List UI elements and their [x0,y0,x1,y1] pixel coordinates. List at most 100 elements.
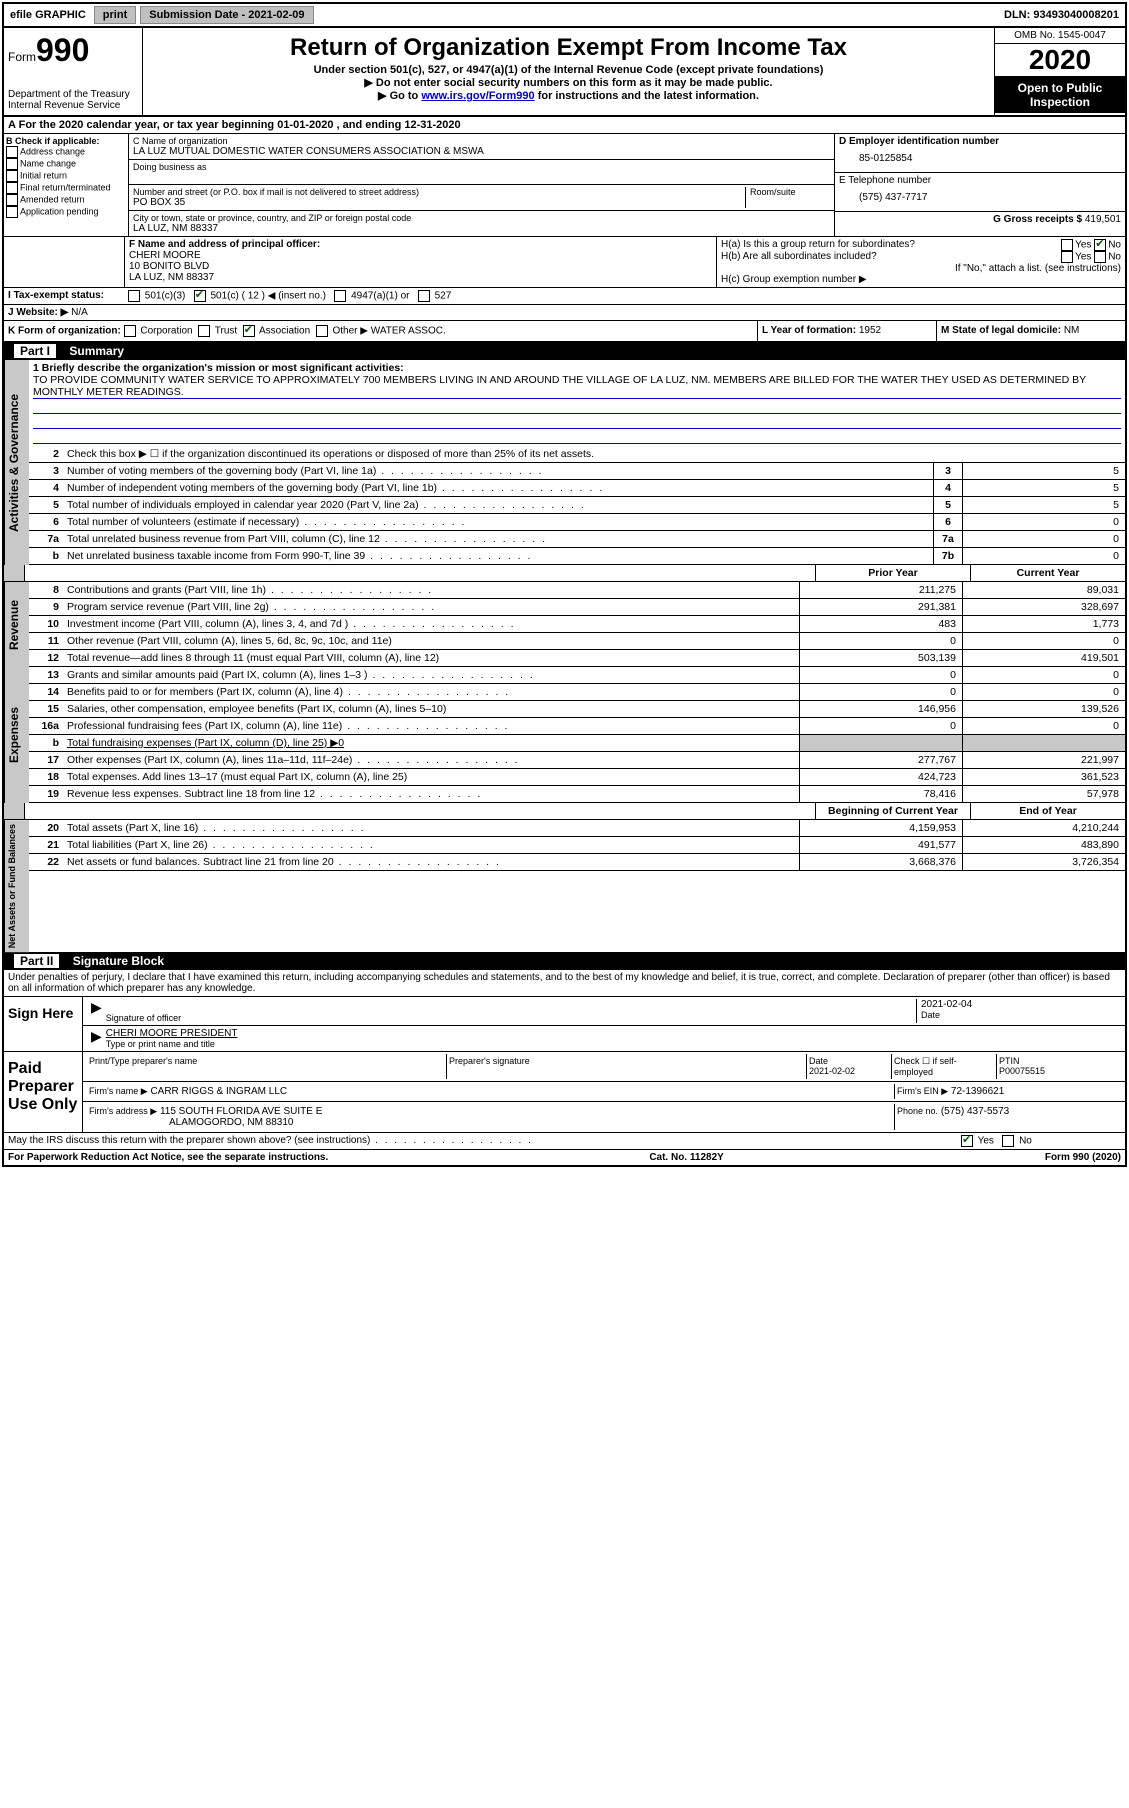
org-name-cell: C Name of organization LA LUZ MUTUAL DOM… [129,134,834,160]
note-link: ▶ Go to www.irs.gov/Form990 for instruct… [147,89,990,102]
section-netassets: Net Assets or Fund Balances 20Total asse… [4,820,1125,952]
discuss-answer: Yes No [961,1135,1121,1147]
ein-cell: D Employer identification number 85-0125… [835,134,1125,173]
checkbox-icon[interactable] [6,194,18,206]
ein-value: 85-0125854 [839,147,1121,170]
addr-label: Number and street (or P.O. box if mail i… [133,187,745,197]
checkbox-icon[interactable] [128,290,140,302]
declaration: Under penalties of perjury, I declare th… [4,970,1125,997]
checkbox-checked-icon[interactable] [1094,239,1106,251]
form-no: Form 990 (2020) [1045,1152,1121,1163]
checkbox-icon[interactable] [6,158,18,170]
checkbox-icon[interactable] [1061,251,1073,263]
street-addr: Number and street (or P.O. box if mail i… [133,187,745,208]
netassets-body: 20Total assets (Part X, line 16)4,159,95… [29,820,1125,952]
submission-date: Submission Date - 2021-02-09 [140,6,313,24]
checkbox-icon[interactable] [6,182,18,194]
gross-label: G Gross receipts $ [993,214,1082,225]
gross-value: 419,501 [1085,214,1121,225]
col-prior: Prior Year [815,565,970,581]
note-ssn: ▶ Do not enter social security numbers o… [147,76,990,89]
firm-name: Firm's name ▶ CARR RIGGS & INGRAM LLC [87,1084,894,1099]
paid-label: Paid Preparer Use Only [4,1052,83,1132]
arrow-icon: ▶ [87,1028,106,1049]
page-footer: For Paperwork Reduction Act Notice, see … [4,1150,1125,1165]
checkbox-icon[interactable] [316,325,328,337]
pra-notice: For Paperwork Reduction Act Notice, see … [8,1152,328,1163]
blank-desc [59,803,815,819]
checkbox-icon[interactable] [334,290,346,302]
checkbox-icon[interactable] [198,325,210,337]
line-17: 17Other expenses (Part IX, column (A), l… [29,752,1125,769]
block-de: D Employer identification number 85-0125… [834,134,1125,236]
part2-header: Part II Signature Block [4,952,1125,970]
mission-blank [33,399,1121,414]
website-row: J Website: ▶ N/A [4,305,1125,321]
shaded-cell [962,735,1125,751]
checkbox-icon[interactable] [6,170,18,182]
line-15: 15Salaries, other compensation, employee… [29,701,1125,718]
line-21: 21Total liabilities (Part X, line 26)491… [29,837,1125,854]
sign-here-block: Sign Here ▶ Signature of officer 2021-02… [4,997,1125,1052]
city-cell: City or town, state or province, country… [129,211,834,236]
block-m: M State of legal domicile: NM [936,321,1125,341]
cb-final: Final return/terminated [6,182,126,194]
checkbox-icon[interactable] [6,206,18,218]
line-4: 4 Number of independent voting members o… [29,480,1125,497]
ein-label: D Employer identification number [839,136,1121,147]
checkbox-icon[interactable] [418,290,430,302]
checkbox-checked-icon[interactable] [961,1135,973,1147]
website-value: N/A [71,307,88,318]
cb-amended: Amended return [6,194,126,206]
line-20: 20Total assets (Part X, line 16)4,159,95… [29,820,1125,837]
h-c: H(c) Group exemption number ▶ [721,274,1121,285]
line-7a: 7a Total unrelated business revenue from… [29,531,1125,548]
firm-ein: Firm's EIN ▶ 72-1396621 [894,1084,1121,1099]
line-14: 14Benefits paid to or for members (Part … [29,684,1125,701]
line-16a: 16aProfessional fundraising fees (Part I… [29,718,1125,735]
irs-link[interactable]: www.irs.gov/Form990 [421,90,534,102]
col-beginning: Beginning of Current Year [815,803,970,819]
paid-body: Print/Type preparer's name Preparer's si… [83,1052,1125,1132]
phone-label: E Telephone number [839,175,1121,186]
officer-addr2: LA LUZ, NM 88337 [129,272,712,283]
checkbox-icon[interactable] [1061,239,1073,251]
governance-body: 1 Briefly describe the organization's mi… [29,360,1125,565]
linenum: 3 [29,463,63,479]
form-subtitle: Under section 501(c), 527, or 4947(a)(1)… [147,64,990,76]
prep-name: Print/Type preparer's name [87,1054,447,1079]
line-12: 12Total revenue—add lines 8 through 11 (… [29,650,1125,667]
line-7b: b Net unrelated business taxable income … [29,548,1125,565]
line-9: 9Program service revenue (Part VIII, lin… [29,599,1125,616]
expenses-body: 13Grants and similar amounts paid (Part … [29,667,1125,803]
sig-name: CHERI MOORE PRESIDENT Type or print name… [106,1028,1121,1049]
checkbox-checked-icon[interactable] [243,325,255,337]
j-label: J Website: ▶ [8,307,68,318]
prep-ptin: PTINP00075515 [997,1054,1121,1079]
checkbox-icon[interactable] [6,146,18,158]
header-right: OMB No. 1545-0047 2020 Open to Public In… [994,28,1125,115]
dba-label: Doing business as [133,162,830,172]
checkbox-checked-icon[interactable] [194,290,206,302]
room-suite: Room/suite [745,187,830,208]
print-button[interactable]: print [94,6,136,24]
checkbox-icon[interactable] [1002,1135,1014,1147]
checkbox-icon[interactable] [1094,251,1106,263]
vtab-spacer [4,803,25,819]
col-headers-1: Prior Year Current Year [4,565,1125,582]
vtab-spacer [4,565,25,581]
identity-block: B Check if applicable: Address change Na… [4,134,1125,237]
block-f: F Name and address of principal officer:… [125,237,717,287]
checkbox-icon[interactable] [124,325,136,337]
form-990-page: efile GRAPHIC print Submission Date - 20… [2,2,1127,1167]
addr-cell: Number and street (or P.O. box if mail i… [129,185,834,211]
spacer-left [4,237,125,287]
prep-row2: Firm's name ▶ CARR RIGGS & INGRAM LLC Fi… [83,1082,1125,1102]
prep-date: Date2021-02-02 [807,1054,892,1079]
section-governance: Activities & Governance 1 Briefly descri… [4,360,1125,565]
col-current: Current Year [970,565,1125,581]
linenum: 4 [29,480,63,496]
discuss-row: May the IRS discuss this return with the… [4,1133,1125,1150]
prep-sig: Preparer's signature [447,1054,807,1079]
sign-here-label: Sign Here [4,997,83,1051]
